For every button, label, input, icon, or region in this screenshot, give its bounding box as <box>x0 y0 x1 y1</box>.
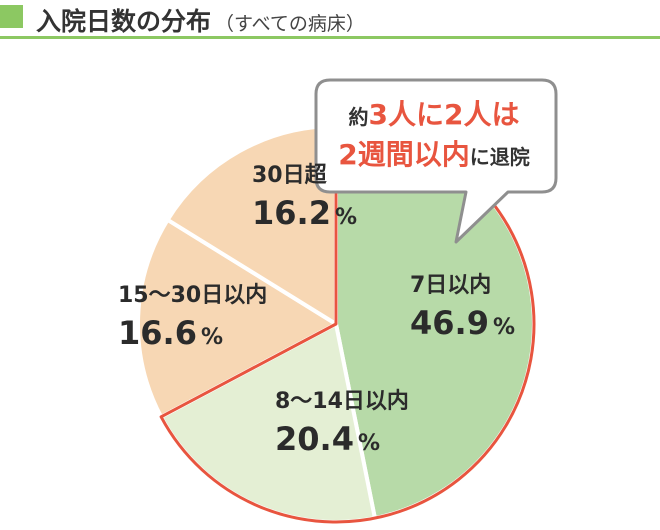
slice-3 <box>136 217 338 419</box>
callout-text: 約3人に2人は 2週間以内に退院 <box>312 96 556 176</box>
chart-title: 入院日数の分布 （すべての病床） <box>36 2 365 38</box>
callout-l1-mid: 人に <box>387 98 444 131</box>
callout-l1-pre: 約 <box>348 105 369 129</box>
title-sub: （すべての病床） <box>215 13 365 35</box>
callout-line-1: 約3人に2人は <box>312 96 556 136</box>
slice-label-4: 30日超 <box>252 163 328 188</box>
callout-l2-n: 2 <box>338 138 358 171</box>
slice-value-4: 16.2% <box>252 194 357 232</box>
callout-line-2: 2週間以内に退院 <box>312 136 556 176</box>
title-main: 入院日数の分布 <box>36 7 212 36</box>
slice-label-3: 15〜30日以内 <box>118 283 267 308</box>
slice-label-1: 7日以内 <box>410 273 491 298</box>
callout-l1-n2: 2 <box>444 98 464 131</box>
title-marker-icon <box>0 5 23 28</box>
title-rule <box>0 36 660 39</box>
callout-l2-post: に退院 <box>469 145 530 169</box>
callout-l1-post: 人は <box>463 98 520 131</box>
title-bar: 入院日数の分布 （すべての病床） <box>0 0 660 40</box>
slice-value-1: 46.9% <box>410 304 515 342</box>
callout-bubble <box>314 78 558 244</box>
slice-value-2: 20.4% <box>275 420 380 458</box>
callout-l2-em: 週間以内 <box>357 138 470 171</box>
slice-label-2: 8〜14日以内 <box>275 389 409 414</box>
callout-l1-n1: 3 <box>368 98 388 131</box>
slice-value-3: 16.6% <box>118 314 223 352</box>
